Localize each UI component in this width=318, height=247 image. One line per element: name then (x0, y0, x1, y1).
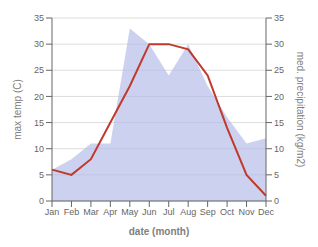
svg-text:30: 30 (34, 39, 44, 49)
svg-text:Nov: Nov (239, 207, 256, 217)
svg-text:5: 5 (39, 170, 44, 180)
svg-text:30: 30 (274, 39, 284, 49)
svg-text:Jun: Jun (142, 207, 157, 217)
svg-text:med. precipitation (kg/m2): med. precipitation (kg/m2) (295, 52, 306, 168)
svg-text:35: 35 (34, 13, 44, 23)
svg-text:Mar: Mar (83, 207, 99, 217)
svg-text:Aug: Aug (180, 207, 196, 217)
svg-text:25: 25 (274, 65, 284, 75)
svg-text:15: 15 (34, 118, 44, 128)
svg-text:May: May (121, 207, 139, 217)
svg-text:5: 5 (274, 170, 279, 180)
svg-text:15: 15 (274, 118, 284, 128)
svg-text:0: 0 (39, 196, 44, 206)
svg-text:date (month): date (month) (129, 226, 190, 237)
svg-text:25: 25 (34, 65, 44, 75)
svg-text:20: 20 (274, 92, 284, 102)
svg-text:Oct: Oct (220, 207, 235, 217)
svg-text:Jul: Jul (163, 207, 175, 217)
svg-text:Apr: Apr (103, 207, 117, 217)
svg-text:10: 10 (274, 144, 284, 154)
svg-text:Dec: Dec (258, 207, 275, 217)
svg-text:max temp (C): max temp (C) (12, 79, 23, 140)
svg-text:35: 35 (274, 13, 284, 23)
svg-text:20: 20 (34, 92, 44, 102)
svg-text:10: 10 (34, 144, 44, 154)
svg-text:Sep: Sep (200, 207, 216, 217)
svg-text:Feb: Feb (64, 207, 80, 217)
svg-text:Jan: Jan (45, 207, 60, 217)
svg-text:0: 0 (274, 196, 279, 206)
